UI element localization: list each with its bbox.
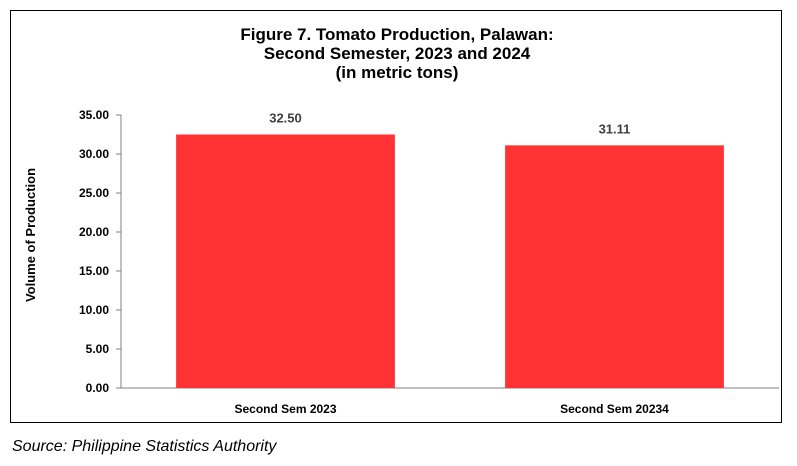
y-tick-label: 10.00 — [79, 303, 109, 317]
chart-frame: Figure 7. Tomato Production, Palawan: Se… — [10, 10, 782, 423]
chart-title-line-2: Second Semester, 2023 and 2024 — [264, 44, 531, 63]
y-tick-label: 30.00 — [79, 147, 109, 161]
chart-title-line-3: (in metric tons) — [336, 63, 459, 82]
bar — [505, 145, 724, 388]
y-tick-label: 15.00 — [79, 264, 109, 278]
y-tick-label: 25.00 — [79, 186, 109, 200]
source-note: Source: Philippine Statistics Authority — [12, 438, 277, 455]
x-category-label: Second Sem 20234 — [560, 402, 669, 416]
bar-chart: Figure 7. Tomato Production, Palawan: Se… — [23, 25, 779, 416]
chart-title-line-1: Figure 7. Tomato Production, Palawan: — [240, 25, 553, 44]
bar — [176, 134, 395, 388]
x-category-label: Second Sem 2023 — [234, 402, 336, 416]
plot-area: 0.00 5.00 10.00 15.00 20.00 25.00 30.00 35.00 32… — [79, 108, 779, 416]
y-tick-label: 0.00 — [86, 381, 110, 395]
data-label: 32.50 — [269, 111, 302, 126]
y-tick-label: 20.00 — [79, 225, 109, 239]
y-axis-title: Volume of Production — [23, 168, 38, 302]
y-tick-label: 35.00 — [79, 108, 109, 122]
y-tick-label: 5.00 — [86, 342, 110, 356]
data-label: 31.11 — [599, 121, 631, 136]
